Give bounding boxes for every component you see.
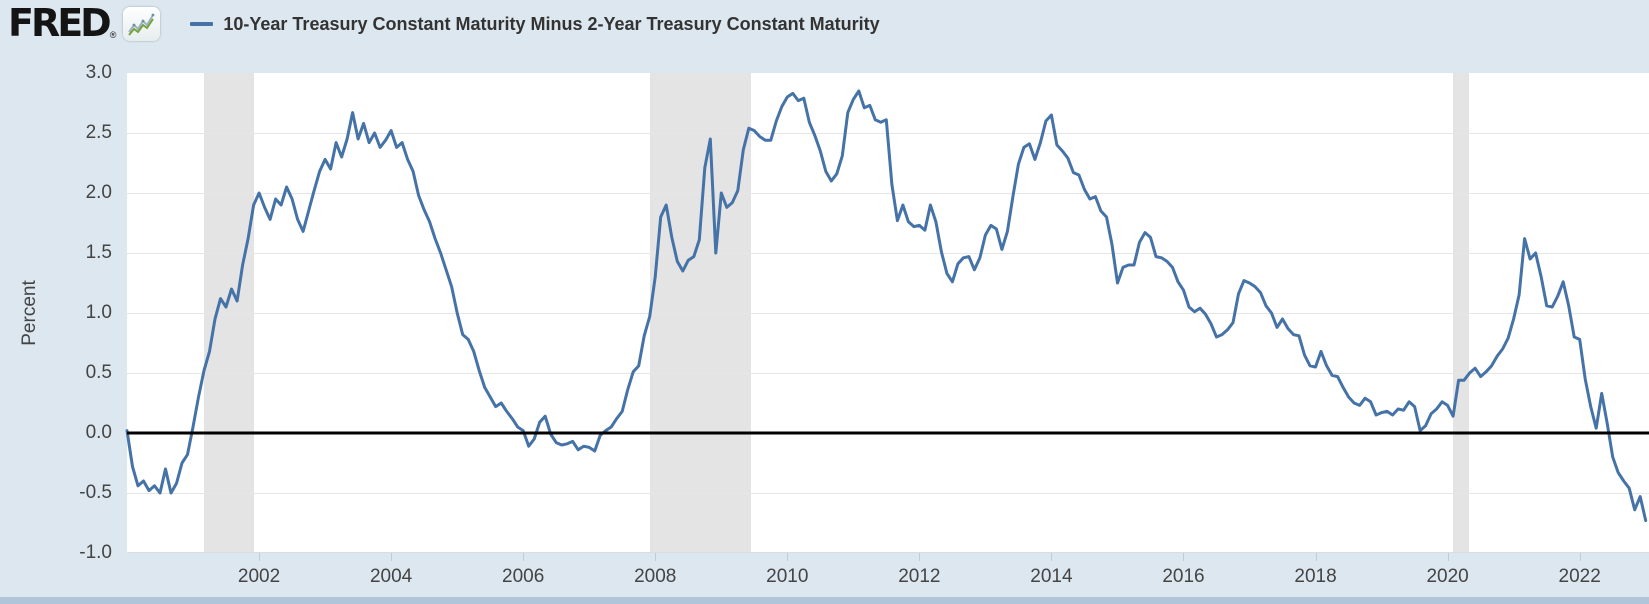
gridline bbox=[127, 313, 1649, 314]
fred-logo[interactable]: FRED ® bbox=[8, 1, 117, 46]
x-tick-label: 2018 bbox=[1294, 566, 1337, 587]
x-tick-mark bbox=[655, 553, 657, 561]
x-tick-label: 2008 bbox=[634, 566, 677, 587]
x-tick-mark bbox=[1447, 553, 1449, 561]
x-tick-mark bbox=[1183, 553, 1185, 561]
gridline bbox=[127, 193, 1649, 194]
x-tick-label: 2002 bbox=[237, 566, 281, 587]
y-tick-label: 0.0 bbox=[85, 422, 112, 443]
legend: 10-Year Treasury Constant Maturity Minus… bbox=[190, 13, 880, 35]
x-tick-mark bbox=[1051, 553, 1053, 561]
x-tick-label: 2012 bbox=[898, 566, 941, 587]
fred-sparkline-icon bbox=[123, 7, 161, 41]
x-tick-label: 2020 bbox=[1426, 566, 1469, 587]
x-tick-mark bbox=[1579, 553, 1581, 561]
y-tick-label: 0.5 bbox=[85, 362, 112, 383]
header: FRED ® 10-Year Treasury Constant Maturit… bbox=[0, 0, 1649, 48]
plot-bottom-edge bbox=[127, 552, 1649, 553]
x-tick-label: 2010 bbox=[766, 566, 809, 587]
x-tick-label: 2006 bbox=[502, 566, 545, 587]
line-chart-icon bbox=[128, 13, 155, 36]
gridline bbox=[127, 493, 1649, 494]
gridline bbox=[127, 373, 1649, 374]
legend-series-label: 10-Year Treasury Constant Maturity Minus… bbox=[223, 13, 880, 34]
gridline bbox=[127, 133, 1649, 134]
gridline bbox=[127, 253, 1649, 254]
y-tick-label: 2.0 bbox=[85, 182, 112, 203]
fred-logo-text: FRED bbox=[8, 1, 112, 46]
y-tick-label: 3.0 bbox=[85, 62, 112, 83]
legend-line-swatch bbox=[190, 22, 214, 26]
x-tick-mark bbox=[1315, 553, 1317, 561]
x-tick-mark bbox=[391, 553, 393, 561]
y-tick-label: -1.0 bbox=[79, 542, 112, 563]
x-tick-label: 2014 bbox=[1030, 566, 1073, 587]
bottom-strip bbox=[0, 597, 1649, 604]
x-tick-label: 2016 bbox=[1162, 566, 1205, 587]
x-tick-mark bbox=[523, 553, 525, 561]
y-tick-label: 2.5 bbox=[85, 122, 112, 143]
x-tick-mark bbox=[787, 553, 789, 561]
x-tick-mark bbox=[259, 553, 261, 561]
y-tick-label: -0.5 bbox=[79, 482, 112, 503]
y-tick-label: 1.5 bbox=[85, 242, 112, 263]
y-tick-label: 1.0 bbox=[85, 302, 112, 323]
registered-trademark: ® bbox=[109, 29, 117, 40]
x-tick-mark bbox=[919, 553, 921, 561]
plot-area[interactable] bbox=[127, 73, 1649, 553]
x-tick-label: 2022 bbox=[1558, 566, 1601, 587]
x-tick-label: 2004 bbox=[369, 566, 413, 587]
